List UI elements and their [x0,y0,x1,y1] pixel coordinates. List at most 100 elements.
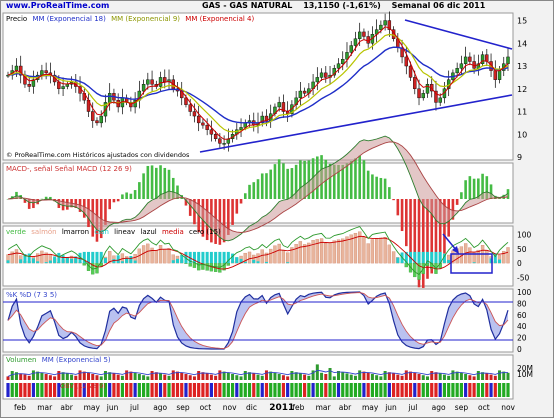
price-tick-label: 9 [517,153,522,162]
trend-tick-label: 50 [517,245,527,254]
candle-body [459,63,464,69]
obv-bar [146,383,150,397]
volume-bar [341,372,345,380]
trend-bar [311,240,315,264]
candle-body [463,56,468,64]
macd-histogram-bar [455,199,459,205]
volume-bar [413,372,417,380]
obv-bar [243,383,247,397]
trend-cyan-bar [6,260,10,264]
trend-cyan-bar [421,251,425,264]
trend-cyan-bar [286,262,290,264]
volume-bar [61,372,65,380]
trend-bar [391,251,396,264]
macd-histogram-bar [481,173,484,199]
volume-bar [53,376,57,380]
x-tick-label: sep [176,403,190,412]
obv-bar [197,383,201,397]
volume-bar [379,376,383,380]
macd-histogram-bar [40,198,44,200]
trend-cyan-bar [87,251,91,264]
volume-bar [108,372,112,380]
stoch-tick-label: 100 [517,288,532,297]
volume-bar [218,370,222,380]
volume-bar [36,371,40,380]
trend-bar [387,244,392,264]
obv-bar [269,383,273,397]
volume-bar [324,374,328,380]
macd-histogram-bar [104,199,107,225]
trend-bar [485,250,489,264]
instrument-name: GAS - GAS NATURAL [202,1,293,10]
volume-bar [209,374,213,380]
volume-bar [290,371,294,380]
stoch-tick-label: 40 [517,322,527,331]
candle-body [379,24,383,30]
volume-bar [222,371,226,380]
candle-body [336,63,341,69]
macd-histogram-bar [396,199,400,216]
legend-vol-ema: MM (Exponencial 5) [42,356,111,364]
macd-histogram-bar [392,199,395,201]
brand-link[interactable]: www.ProRealTime.com [6,1,110,10]
title-bar: www.ProRealTime.com GAS - GAS NATURAL 13… [0,0,554,13]
trend-bar [247,251,252,264]
volume-bar [294,372,298,380]
trend-bar [358,231,362,264]
volume-series-layer [6,364,510,397]
candle-body [277,102,281,108]
obv-bar [214,383,218,397]
resistance-trendline [404,19,513,50]
macd-histogram-bar [358,155,361,199]
macd-histogram-bar [362,160,366,199]
macd-histogram-bar [371,174,374,199]
obv-bar [400,383,404,397]
trend-bar [370,239,375,264]
arrow-head [452,246,459,254]
trend-cyan-bar [201,251,205,264]
trend-bar [260,249,264,264]
x-tick-label: mar [37,403,53,412]
obv-bar [358,383,362,397]
volume-bar [226,372,230,380]
obv-bar [256,383,260,397]
macd-histogram-bar [248,184,251,199]
candle-body [213,134,218,140]
obv-bar [86,383,91,397]
obv-bar [391,383,396,397]
macd-histogram-bar [366,170,370,199]
macd-histogram-bar [430,199,434,274]
obv-bar [307,383,311,397]
obv-bar [137,383,141,397]
trend-cyan-bar [231,253,235,264]
volume-bar [328,368,332,380]
obv-bar [247,383,252,397]
obv-bar [455,383,459,397]
macd-histogram-bar [468,176,472,199]
volume-bar [264,370,268,380]
trend-bar [502,250,506,264]
volume-bar [137,374,141,380]
obv-bar [349,383,353,397]
macd-histogram-bar [383,178,387,199]
obv-bar [65,383,69,397]
trend-cyan-bar [413,251,417,264]
price-tick-label: 12 [517,85,527,94]
volume-bar [442,374,446,380]
volume-bar [375,375,379,380]
obv-bar [421,383,425,397]
candle-body [408,65,413,78]
volume-bar [320,372,324,380]
macd-histogram-bar [146,165,150,199]
x-tick-label: jul [407,403,417,412]
x-tick-label: abr [60,403,73,412]
obv-bar [252,383,256,397]
trend-cyan-bar [74,256,78,264]
stoch-tick-label: 20 [517,334,527,343]
volume-bar [366,372,370,380]
obv-bar [53,383,57,397]
trend-bar [108,251,112,264]
macd-histogram-bar [150,165,154,199]
obv-bar [425,383,430,397]
macd-histogram-bar [129,193,133,199]
